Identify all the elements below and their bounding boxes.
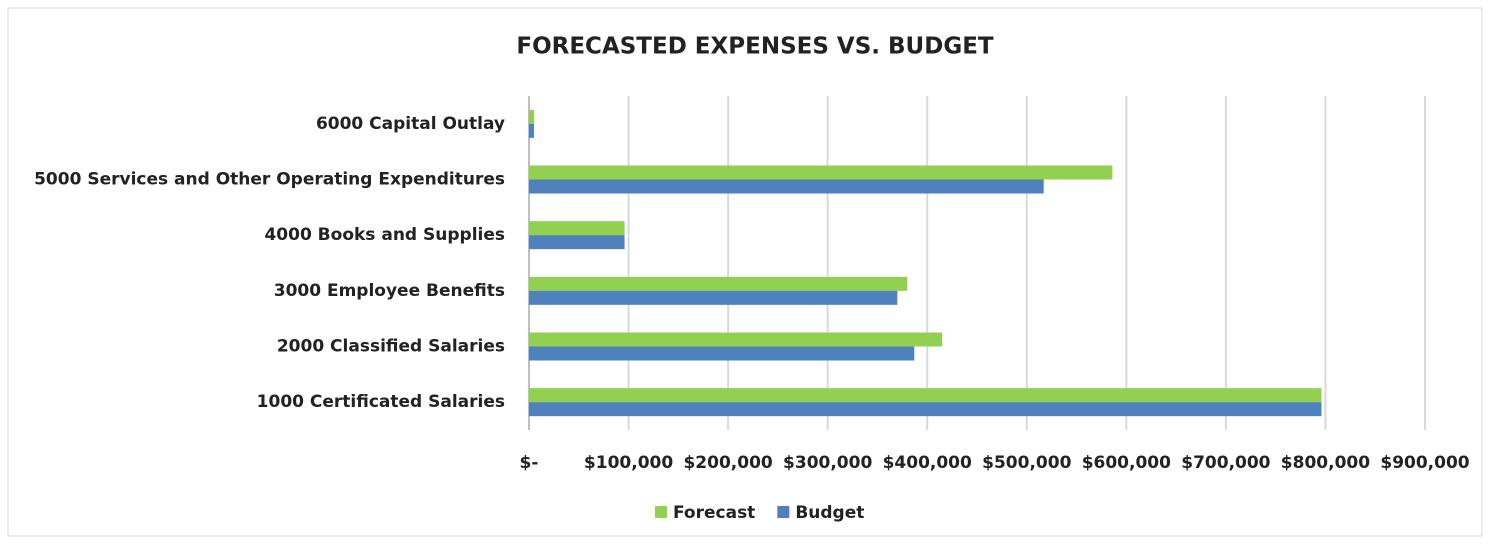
bar [529,332,943,347]
x-tick-label: $300,000 [783,453,872,473]
legend-label: Forecast [673,503,755,523]
y-tick-label: 5000 Services and Other Operating Expend… [34,170,505,190]
legend-label: Budget [795,503,864,523]
bar [529,346,915,361]
x-tick-label: $- [520,453,539,473]
bar [529,402,1322,417]
x-tick-label: $800,000 [1281,453,1370,473]
y-tick-label: 1000 Certificated Salaries [257,392,505,412]
x-tick-label: $500,000 [982,453,1071,473]
bar [529,290,898,305]
x-tick-label: $200,000 [683,453,772,473]
bar [529,123,534,138]
x-tick-label: $700,000 [1181,453,1270,473]
bar [529,109,534,124]
x-tick-label: $100,000 [584,453,673,473]
bar [529,388,1322,403]
bar [529,235,625,250]
y-tick-label: 6000 Capital Outlay [316,114,505,134]
bar [529,221,625,236]
legend-swatch [777,506,790,518]
bar [529,165,1113,180]
chart-title: FORECASTED EXPENSES VS. BUDGET [516,34,994,60]
y-tick-label: 2000 Classified Salaries [277,337,505,357]
bar [529,276,908,291]
chart-border [7,7,1483,537]
bar [529,179,1044,194]
x-tick-label: $900,000 [1380,453,1469,473]
legend-swatch [655,506,667,518]
x-tick-label: $400,000 [883,453,972,473]
y-tick-label: 3000 Employee Benefits [274,281,505,301]
y-tick-label: 4000 Books and Supplies [264,225,505,245]
x-tick-label: $600,000 [1082,453,1171,473]
